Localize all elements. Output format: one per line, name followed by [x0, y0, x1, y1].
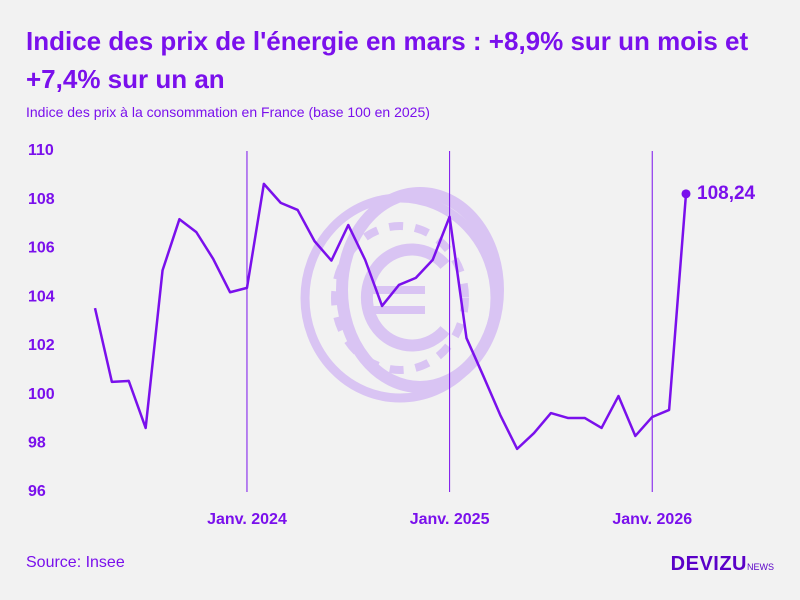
y-tick-label: 98 — [28, 435, 46, 452]
chart-subtitle: Indice des prix à la consommation en Fra… — [26, 104, 430, 120]
y-tick-label: 110 — [28, 142, 54, 159]
y-tick-label: 104 — [28, 288, 55, 305]
brand-name: DEVIZU — [670, 553, 747, 575]
y-tick-label: 96 — [28, 483, 46, 500]
value-label: 108,24 — [697, 183, 756, 204]
x-tick-label: Janv. 2025 — [410, 511, 490, 528]
end-point — [681, 189, 691, 199]
source: Source: Insee — [26, 554, 125, 571]
data-line — [93, 182, 688, 451]
brand-logo: DEVIZUNEWS — [671, 553, 774, 576]
y-tick-label: 106 — [28, 240, 55, 257]
x-tick-label: Janv. 2024 — [207, 511, 287, 528]
x-tick-label: Janv. 2026 — [612, 511, 692, 528]
brand-suffix: NEWS — [747, 562, 774, 572]
y-tick-label: 100 — [28, 386, 55, 403]
y-tick-label: 108 — [28, 191, 55, 208]
y-tick-label: 102 — [28, 337, 55, 354]
chart-title: Indice des prix de l'énergie en mars : +… — [26, 26, 749, 94]
euro-coin-watermark — [300, 187, 504, 403]
